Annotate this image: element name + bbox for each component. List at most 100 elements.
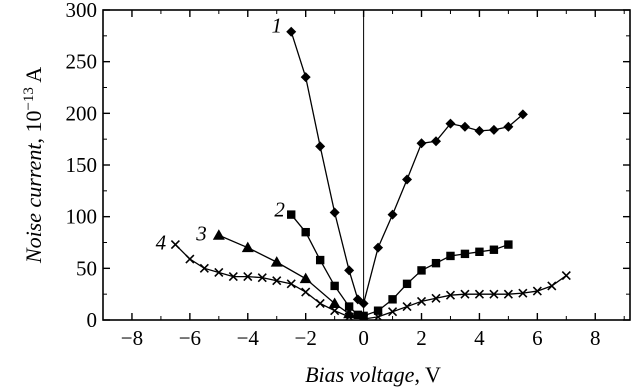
data-point bbox=[503, 289, 513, 299]
y-tick-label: 50 bbox=[76, 256, 97, 280]
data-point bbox=[257, 273, 267, 283]
data-point bbox=[329, 207, 340, 218]
data-point bbox=[199, 263, 209, 273]
data-point bbox=[446, 251, 455, 261]
data-point bbox=[417, 266, 426, 275]
data-point-stroke bbox=[532, 286, 542, 296]
data-point-stroke bbox=[214, 267, 224, 278]
data-point bbox=[214, 267, 224, 278]
x-tick-label: −2 bbox=[295, 326, 317, 350]
data-point-stroke bbox=[257, 273, 267, 283]
data-point bbox=[402, 302, 412, 312]
data-point bbox=[228, 272, 238, 282]
data-point bbox=[431, 293, 441, 303]
y-tick-label: 300 bbox=[66, 0, 98, 22]
data-point-stroke bbox=[243, 272, 253, 282]
x-tick-label: 2 bbox=[416, 326, 427, 350]
data-point bbox=[460, 289, 470, 299]
data-point bbox=[301, 287, 311, 297]
data-point bbox=[270, 256, 283, 267]
data-point bbox=[241, 241, 254, 253]
data-point bbox=[489, 289, 499, 299]
data-point bbox=[402, 174, 413, 185]
y-tick-label: 200 bbox=[66, 101, 98, 125]
x-tick-label: −4 bbox=[237, 326, 260, 350]
data-point bbox=[287, 210, 296, 219]
data-point bbox=[300, 72, 311, 83]
data-point bbox=[445, 290, 456, 300]
y-axis-title-text: Noise current bbox=[21, 143, 46, 264]
data-point bbox=[344, 302, 354, 311]
data-point-stroke bbox=[402, 302, 412, 312]
data-point-stroke bbox=[330, 306, 340, 316]
data-point-stroke bbox=[272, 276, 282, 286]
data-point bbox=[561, 271, 571, 281]
data-point bbox=[475, 247, 484, 256]
y-axis-unit-exponent: −13 bbox=[21, 87, 37, 110]
data-point-stroke bbox=[518, 288, 528, 298]
series-line bbox=[174, 244, 567, 320]
labels-layer: −8 −6 −4 −2 0 2 4 6 8 0 50 100 150 200 250 300 1 2 3 4 bbox=[66, 0, 601, 350]
data-point-stroke bbox=[416, 296, 427, 306]
x-axis-title-text: Bias voltage bbox=[305, 362, 415, 387]
data-point bbox=[315, 141, 326, 152]
data-point-stroke bbox=[185, 254, 195, 264]
data-point bbox=[358, 298, 369, 309]
series-label: 4 bbox=[156, 231, 167, 255]
data-point bbox=[243, 272, 253, 282]
data-point bbox=[431, 258, 441, 268]
data-point bbox=[301, 227, 310, 237]
data-point bbox=[504, 240, 513, 249]
data-point-stroke bbox=[199, 263, 209, 273]
series-label: 2 bbox=[274, 198, 285, 222]
data-point bbox=[503, 121, 514, 132]
data-point-stroke bbox=[373, 312, 383, 320]
series-line bbox=[290, 31, 524, 305]
data-point bbox=[488, 124, 499, 135]
data-point-stroke bbox=[286, 279, 296, 289]
data-point-stroke bbox=[431, 293, 441, 303]
data-point-stroke bbox=[445, 290, 456, 300]
data-point bbox=[474, 289, 484, 299]
data-point-stroke bbox=[315, 298, 325, 309]
data-point bbox=[272, 276, 282, 286]
y-axis-title: Noise current, 10−13 A bbox=[21, 67, 46, 264]
series-label: 3 bbox=[195, 221, 207, 245]
data-point bbox=[185, 254, 195, 264]
data-point-stroke bbox=[301, 287, 311, 297]
data-point bbox=[547, 281, 557, 291]
plot-frame bbox=[102, 9, 631, 321]
data-point bbox=[460, 249, 470, 259]
data-point bbox=[474, 125, 485, 136]
series-layer bbox=[170, 26, 571, 320]
x-tick-label: 6 bbox=[532, 326, 543, 350]
data-point bbox=[387, 307, 398, 317]
axes bbox=[102, 9, 631, 321]
data-point bbox=[517, 109, 528, 120]
data-point bbox=[388, 295, 397, 304]
data-point bbox=[402, 279, 412, 289]
x-axis-title: Bias voltage, V bbox=[305, 362, 441, 387]
data-point-stroke bbox=[503, 289, 513, 299]
data-point bbox=[373, 242, 384, 253]
data-point bbox=[286, 26, 297, 37]
data-point-stroke bbox=[460, 289, 470, 299]
data-point bbox=[344, 265, 355, 276]
data-point bbox=[315, 298, 325, 309]
data-point bbox=[353, 310, 363, 320]
data-point bbox=[330, 281, 339, 291]
x-axis-unit: , V bbox=[414, 362, 441, 387]
data-point bbox=[170, 240, 180, 250]
data-point-stroke bbox=[361, 314, 369, 320]
data-point-stroke bbox=[561, 271, 571, 281]
data-point bbox=[359, 314, 369, 320]
data-point-stroke bbox=[228, 272, 238, 282]
data-point bbox=[330, 306, 340, 316]
y-tick-label: 150 bbox=[66, 153, 98, 177]
x-tick-label: −6 bbox=[179, 326, 201, 350]
x-tick-label: 0 bbox=[358, 326, 369, 350]
data-point bbox=[430, 136, 441, 147]
series-3 bbox=[212, 229, 369, 320]
data-point bbox=[212, 229, 225, 240]
